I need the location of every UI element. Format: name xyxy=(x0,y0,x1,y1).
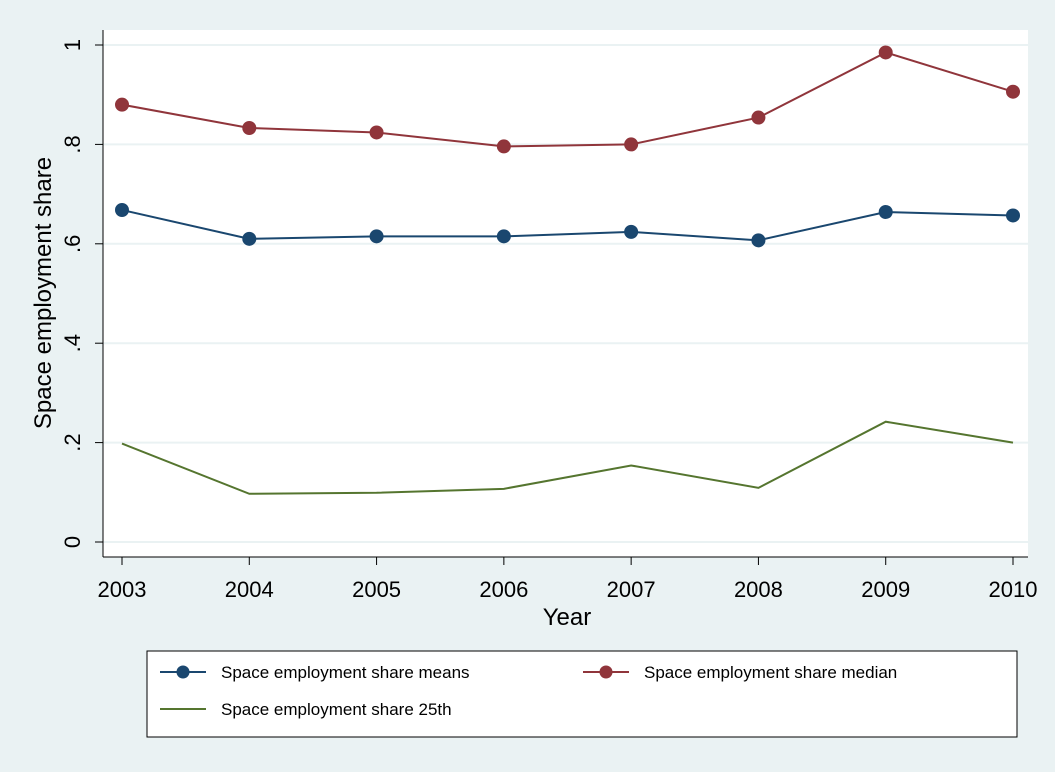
legend-marker-2 xyxy=(599,665,613,679)
grid xyxy=(103,44,1028,543)
y-axis-ticks: 0 .2 .4 .6 .8 1 xyxy=(60,39,103,548)
data-point xyxy=(751,110,766,125)
data-point xyxy=(115,97,129,112)
legend-label-3: Space employment share 25th xyxy=(221,700,452,719)
x-axis-title: Year xyxy=(543,604,592,631)
data-point xyxy=(115,203,129,218)
y-tick-label: .8 xyxy=(60,135,85,153)
series-line-2 xyxy=(121,51,1014,148)
series-line-3 xyxy=(121,420,1014,495)
data-point xyxy=(242,231,257,246)
legend: Space employment share means Space employ… xyxy=(160,663,897,719)
data-point xyxy=(624,137,639,152)
x-axis-ticks: 2003 2004 2005 2006 2007 2008 2009 2010 xyxy=(98,557,1038,602)
legend-label-2: Space employment share median xyxy=(644,663,897,682)
series-line-1 xyxy=(121,209,1014,242)
data-point xyxy=(496,229,511,244)
data-point xyxy=(751,233,766,248)
y-tick-label: 0 xyxy=(60,536,85,548)
x-tick-label: 2003 xyxy=(98,577,147,602)
x-tick-label: 2004 xyxy=(225,577,274,602)
x-tick-label: 2009 xyxy=(861,577,910,602)
data-point xyxy=(369,229,384,244)
legend-box xyxy=(146,650,1018,738)
data-point xyxy=(496,139,511,154)
x-tick-label: 2006 xyxy=(479,577,528,602)
legend-label-1: Space employment share means xyxy=(221,663,470,682)
data-point xyxy=(1006,84,1020,99)
y-tick-label: 1 xyxy=(60,39,85,51)
x-tick-label: 2008 xyxy=(734,577,783,602)
x-tick-label: 2010 xyxy=(989,577,1038,602)
series-group xyxy=(115,45,1020,495)
data-point xyxy=(878,204,893,219)
data-point xyxy=(624,224,639,239)
data-point xyxy=(242,120,257,135)
data-point xyxy=(1006,208,1020,223)
data-point xyxy=(369,125,384,140)
plot-area xyxy=(103,30,1028,557)
y-tick-label: .6 xyxy=(60,235,85,253)
y-tick-label: .4 xyxy=(60,334,85,352)
x-tick-label: 2007 xyxy=(607,577,656,602)
data-point xyxy=(878,45,893,60)
y-axis-title: Space employment share xyxy=(30,157,57,429)
legend-marker-1 xyxy=(176,665,190,679)
x-tick-label: 2005 xyxy=(352,577,401,602)
y-tick-label: .2 xyxy=(60,433,85,451)
